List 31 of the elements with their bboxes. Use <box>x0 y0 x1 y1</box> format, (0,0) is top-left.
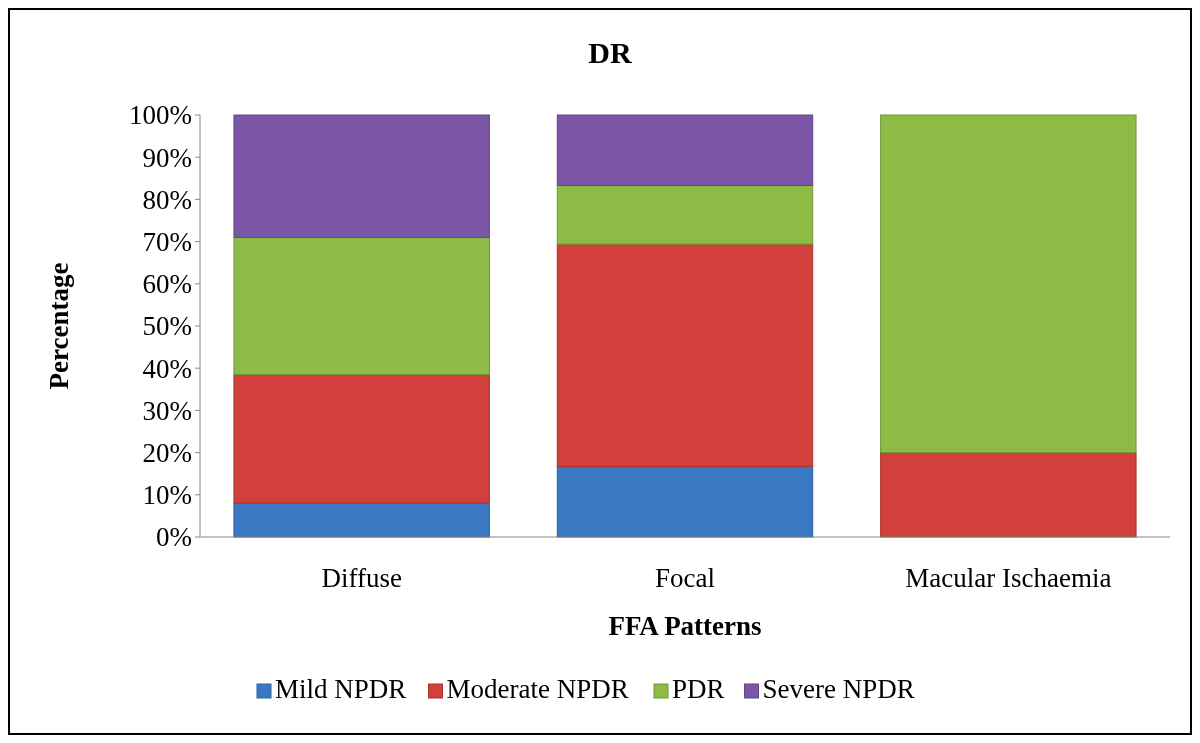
legend-label: Moderate NPDR <box>446 674 629 704</box>
bar <box>556 184 814 245</box>
bar <box>233 502 490 538</box>
y-tick-label: 40% <box>142 353 192 384</box>
bar <box>233 236 490 376</box>
y-tick-label: 50% <box>142 311 192 342</box>
y-tick-label: 90% <box>142 142 192 173</box>
x-axis-title: FFA Patterns <box>608 611 762 641</box>
bar <box>556 114 814 186</box>
legend-label: Mild NPDR <box>275 674 407 704</box>
y-tick-label: 20% <box>142 438 192 469</box>
legend-label: Severe NPDR <box>762 674 915 704</box>
x-tick-label: Diffuse <box>321 563 402 593</box>
y-tick-label: 80% <box>142 184 192 215</box>
bar <box>233 374 490 504</box>
x-tick-label: Macular Ischaemia <box>905 563 1112 593</box>
x-tick-label: Focal <box>655 563 715 593</box>
y-axis-title: Percentage <box>44 262 74 390</box>
bar <box>880 114 1137 454</box>
chart-title: DR <box>588 36 632 69</box>
y-tick-label: 30% <box>142 395 192 426</box>
bar <box>556 243 814 468</box>
y-tick-label: 100% <box>129 100 192 131</box>
bar <box>880 452 1137 538</box>
bar <box>556 466 814 538</box>
y-tick-label: 70% <box>142 227 192 258</box>
y-tick-label: 10% <box>142 480 192 511</box>
y-tick-label: 60% <box>142 269 192 300</box>
y-tick-label: 0% <box>156 522 192 553</box>
bar <box>233 114 490 238</box>
legend-label: PDR <box>672 674 725 704</box>
